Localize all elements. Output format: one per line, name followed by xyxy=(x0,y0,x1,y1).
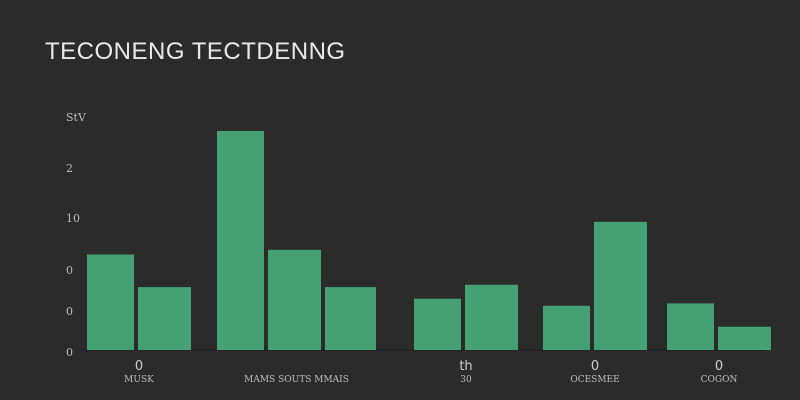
bar xyxy=(325,287,376,350)
category-number: 0 xyxy=(591,359,599,374)
bars xyxy=(87,130,771,350)
category-label: OCESMEE xyxy=(570,375,619,385)
category-number: th xyxy=(459,359,472,374)
bar xyxy=(667,303,714,350)
category-label: MAMS SOUTS MMAIS xyxy=(244,375,349,385)
category-number: 0 xyxy=(135,359,143,374)
bar xyxy=(268,249,321,350)
chart-title: TECONENG TECTDENNG xyxy=(45,38,346,65)
y-tick-label: 10 xyxy=(66,212,80,225)
y-tick-label: 0 xyxy=(66,346,73,359)
bar xyxy=(87,254,134,350)
bar xyxy=(217,130,264,350)
bar xyxy=(718,326,771,350)
bar xyxy=(414,298,461,350)
y-tick-label: 0 xyxy=(66,264,73,277)
y-axis-ticks: 0 0 0 10 2 StV xyxy=(66,111,87,359)
category-label: COGON xyxy=(701,375,738,385)
category-number: 0 xyxy=(715,359,723,374)
y-tick-label: 2 xyxy=(66,162,73,175)
bar xyxy=(543,305,590,350)
y-tick-label: StV xyxy=(66,111,87,124)
category-label: 30 xyxy=(460,375,472,385)
bar xyxy=(138,287,191,350)
y-tick-label: 0 xyxy=(66,305,73,318)
bar xyxy=(594,221,647,350)
bar xyxy=(465,284,518,350)
category-label: MUSK xyxy=(124,375,154,385)
